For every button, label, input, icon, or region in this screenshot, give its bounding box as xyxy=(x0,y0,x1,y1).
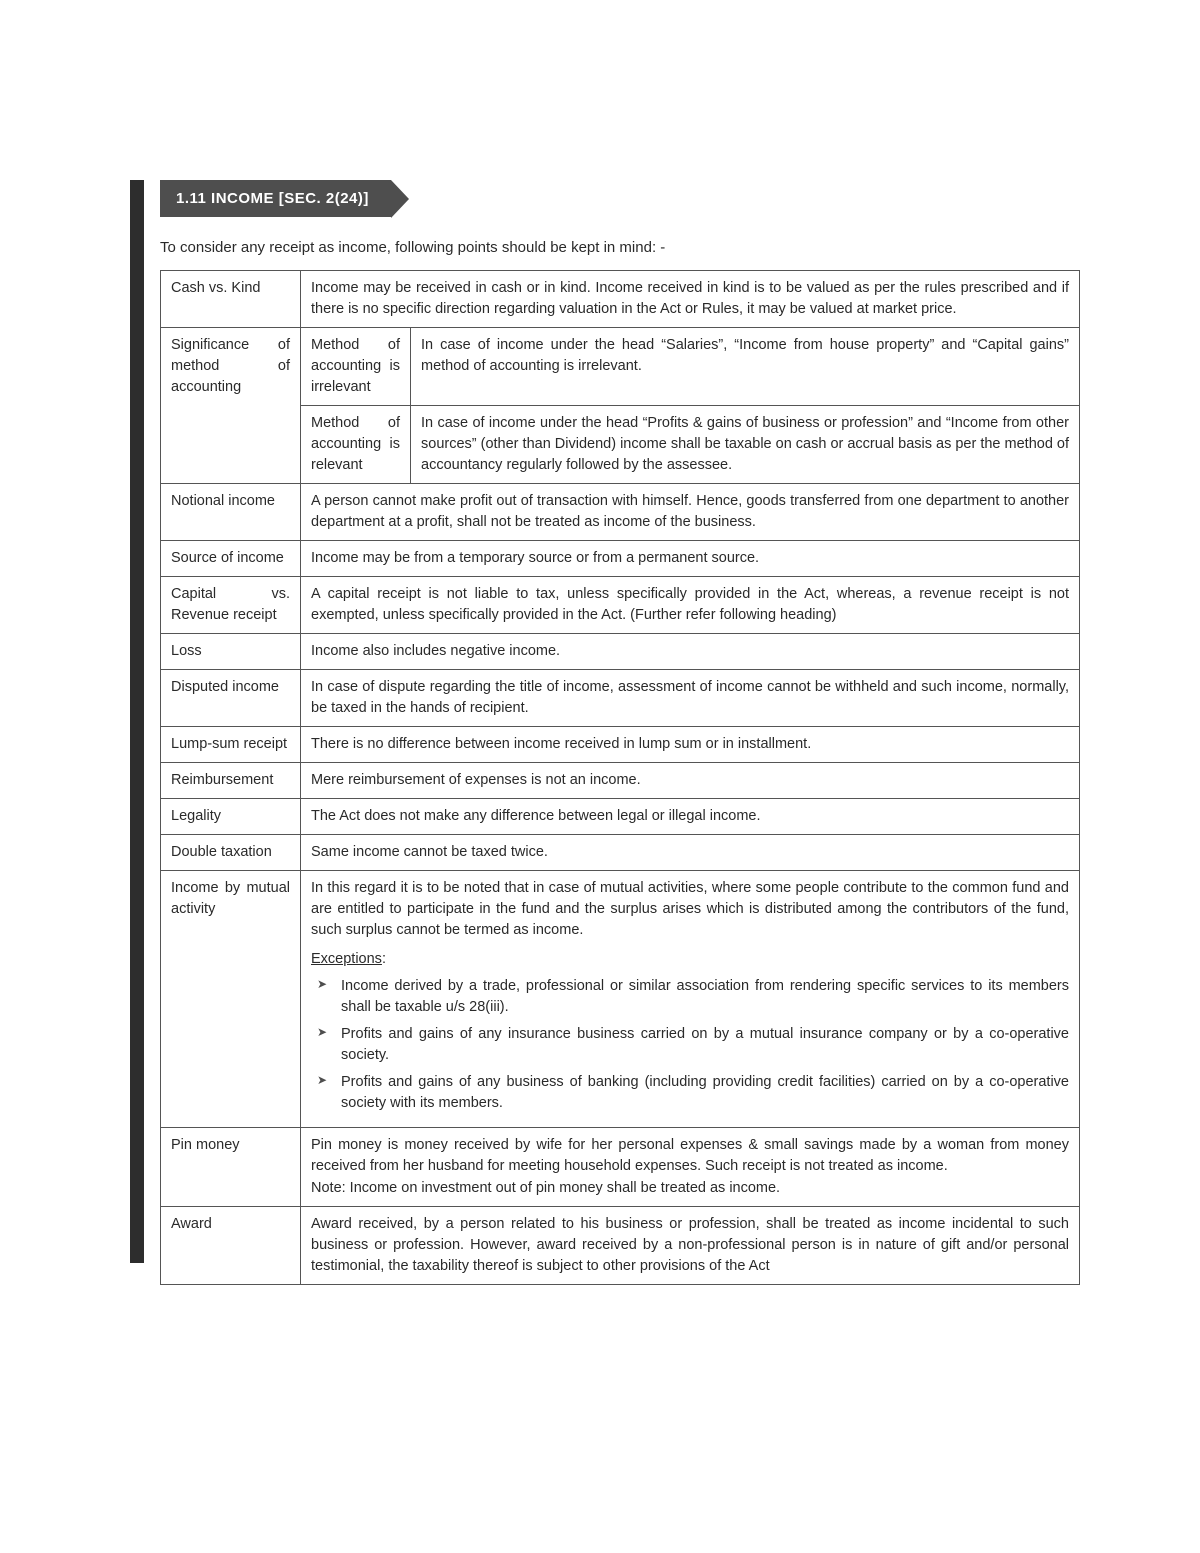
exceptions-title: Exceptions xyxy=(311,951,382,967)
row-label: Source of income xyxy=(161,541,301,577)
mutual-para: In this regard it is to be noted that in… xyxy=(311,878,1069,941)
table-row: Disputed income In case of dispute regar… xyxy=(161,670,1080,727)
row-text: In case of income under the head “Salari… xyxy=(411,328,1080,406)
row-text: There is no difference between income re… xyxy=(301,727,1080,763)
income-table: Cash vs. Kind Income may be received in … xyxy=(160,270,1080,1285)
row-label: Pin money xyxy=(161,1128,301,1206)
row-text: In case of dispute regarding the title o… xyxy=(301,670,1080,727)
table-row: Loss Income also includes negative incom… xyxy=(161,634,1080,670)
table-row: Income by mutual activity In this regard… xyxy=(161,871,1080,1128)
table-row: Lump-sum receipt There is no difference … xyxy=(161,727,1080,763)
row-text: Mere reimbursement of expenses is not an… xyxy=(301,763,1080,799)
row-text: Pin money is money received by wife for … xyxy=(301,1128,1080,1206)
table-row: Award Award received, by a person relate… xyxy=(161,1206,1080,1284)
table-row: Double taxation Same income cannot be ta… xyxy=(161,835,1080,871)
table-row: Significance of method of accounting Met… xyxy=(161,328,1080,406)
exceptions-list: Income derived by a trade, professional … xyxy=(317,976,1069,1114)
row-label: Cash vs. Kind xyxy=(161,271,301,328)
row-text: Income also includes negative income. xyxy=(301,634,1080,670)
table-row: Pin money Pin money is money received by… xyxy=(161,1128,1080,1206)
left-rule xyxy=(130,180,144,1263)
table-row: Source of income Income may be from a te… xyxy=(161,541,1080,577)
row-text: Income may be from a temporary source or… xyxy=(301,541,1080,577)
row-text: In this regard it is to be noted that in… xyxy=(301,871,1080,1128)
row-text: Award received, by a person related to h… xyxy=(301,1206,1080,1284)
row-label: Income by mutual activity xyxy=(161,871,301,1128)
row-label: Lump-sum receipt xyxy=(161,727,301,763)
table-row: Notional income A person cannot make pro… xyxy=(161,484,1080,541)
intro-text: To consider any receipt as income, follo… xyxy=(160,239,1080,256)
row-label: Reimbursement xyxy=(161,763,301,799)
row-text: Income may be received in cash or in kin… xyxy=(301,271,1080,328)
pin-text: Pin money is money received by wife for … xyxy=(311,1135,1069,1177)
row-label: Award xyxy=(161,1206,301,1284)
row-text: A person cannot make profit out of trans… xyxy=(301,484,1080,541)
table-row: Legality The Act does not make any diffe… xyxy=(161,799,1080,835)
row-text: In case of income under the head “Profit… xyxy=(411,406,1080,484)
row-label: Significance of method of accounting xyxy=(161,328,301,484)
row-text: The Act does not make any difference bet… xyxy=(301,799,1080,835)
table-row: Capital vs. Revenue receipt A capital re… xyxy=(161,577,1080,634)
row-label: Capital vs. Revenue receipt xyxy=(161,577,301,634)
row-label: Legality xyxy=(161,799,301,835)
row-text: A capital receipt is not liable to tax, … xyxy=(301,577,1080,634)
list-item: Profits and gains of any business of ban… xyxy=(317,1072,1069,1114)
row-label: Loss xyxy=(161,634,301,670)
list-item: Income derived by a trade, professional … xyxy=(317,976,1069,1018)
page: 1.11 INCOME [SEC. 2(24)] To consider any… xyxy=(0,0,1200,1553)
row-label: Disputed income xyxy=(161,670,301,727)
row-sublabel: Method of accounting is irrelevant xyxy=(301,328,411,406)
list-item: Profits and gains of any insurance busin… xyxy=(317,1024,1069,1066)
row-label: Notional income xyxy=(161,484,301,541)
row-text: Same income cannot be taxed twice. xyxy=(301,835,1080,871)
table-row: Reimbursement Mere reimbursement of expe… xyxy=(161,763,1080,799)
row-label: Double taxation xyxy=(161,835,301,871)
row-sublabel: Method of accounting is relevant xyxy=(301,406,411,484)
section-heading: 1.11 INCOME [SEC. 2(24)] xyxy=(160,180,391,217)
pin-note: Note: Income on investment out of pin mo… xyxy=(311,1178,1069,1199)
table-row: Cash vs. Kind Income may be received in … xyxy=(161,271,1080,328)
